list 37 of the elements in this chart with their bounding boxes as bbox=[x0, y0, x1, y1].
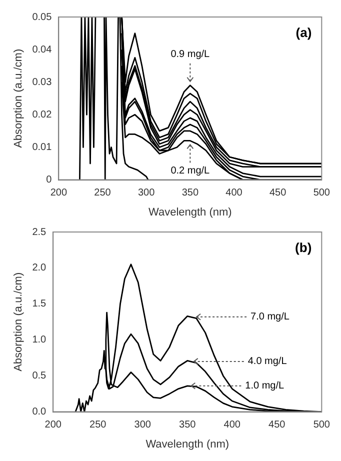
y-tick-label: 0 bbox=[46, 174, 52, 186]
y-tick-label: 2.5 bbox=[32, 226, 47, 238]
y-axis-title: Absorption (a.u./cm) bbox=[12, 272, 25, 372]
y-tick-label: 0.0 bbox=[32, 406, 47, 418]
annotation: (b) bbox=[295, 240, 312, 256]
y-tick-label: 0.01 bbox=[32, 142, 52, 153]
x-tick-label: 200 bbox=[44, 420, 62, 431]
annotation: 4.0 mg/L bbox=[248, 356, 288, 368]
x-axis-title: Wavelength (nm) bbox=[146, 438, 230, 450]
annotation: 0.9 mg/L bbox=[170, 49, 210, 60]
x-tick-label: 450 bbox=[269, 188, 287, 199]
y-axis-title: Absorption (a.u./cm) bbox=[12, 48, 25, 148]
x-tick-label: 300 bbox=[134, 420, 152, 431]
x-tick-label: 450 bbox=[268, 420, 286, 431]
y-tick-label: 1.5 bbox=[32, 298, 47, 310]
x-tick-label: 400 bbox=[224, 420, 241, 431]
x-tick-label: 250 bbox=[94, 188, 112, 199]
y-tick-label: 0.03 bbox=[32, 76, 52, 88]
x-tick-label: 350 bbox=[182, 188, 199, 199]
annotation: 7.0 mg/L bbox=[250, 312, 290, 323]
x-tick-label: 250 bbox=[90, 420, 107, 431]
y-tick-label: 2.0 bbox=[32, 262, 47, 274]
y-tick-label: 0.05 bbox=[32, 12, 52, 23]
y-tick-label: 1.0 bbox=[32, 334, 47, 346]
y-tick-label: 0.5 bbox=[32, 370, 47, 382]
x-tick-label: 300 bbox=[138, 188, 156, 199]
y-tick-label: 0.04 bbox=[32, 44, 52, 56]
annotation: (a) bbox=[296, 25, 312, 40]
x-tick-label: 200 bbox=[50, 188, 68, 199]
x-axis-title: Wavelength (nm) bbox=[148, 206, 232, 218]
x-tick-label: 500 bbox=[313, 188, 330, 199]
annotation: 1.0 mg/L bbox=[245, 380, 285, 392]
x-tick-label: 400 bbox=[226, 188, 243, 199]
x-tick-label: 500 bbox=[313, 420, 330, 431]
annotation: 0.2 mg/L bbox=[170, 165, 210, 176]
y-tick-label: 0.02 bbox=[32, 109, 52, 120]
x-tick-label: 350 bbox=[179, 420, 196, 431]
